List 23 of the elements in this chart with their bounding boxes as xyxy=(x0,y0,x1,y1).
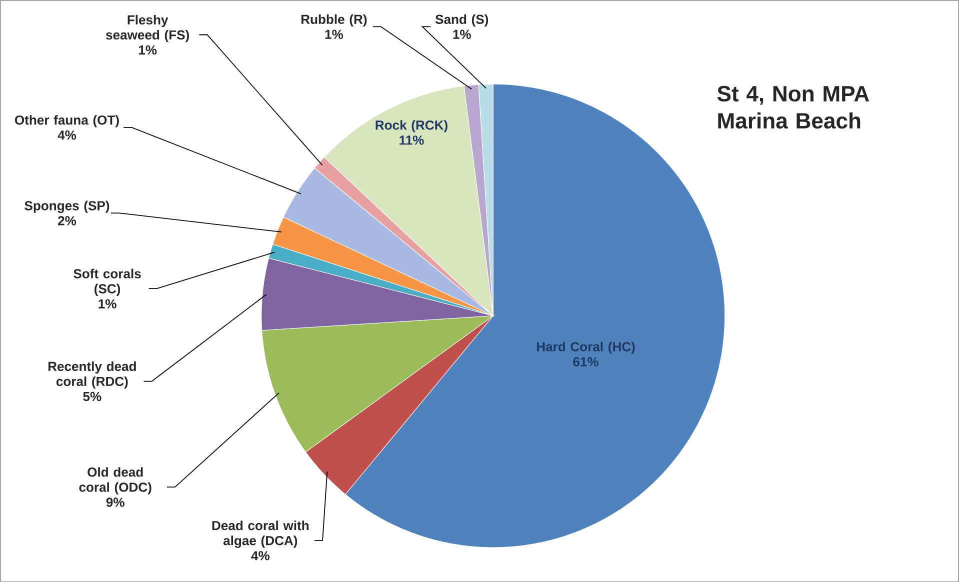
data-label: 11% xyxy=(400,135,424,145)
slice-label: Rubble (R) xyxy=(301,14,367,26)
data-label: 1% xyxy=(325,30,344,39)
slice-label: Fleshy seaweed (FS) xyxy=(106,14,189,42)
data-label: 1% xyxy=(453,30,471,39)
slice-label: Recently dead coral (RDC) xyxy=(48,361,136,389)
slice-label: Hard Coral (HC) xyxy=(536,342,635,354)
slice-label: Old dead coral (ODC) xyxy=(79,467,152,494)
data-label: 2% xyxy=(58,216,76,226)
data-label: 1% xyxy=(98,299,116,308)
data-label: 61% xyxy=(573,357,598,366)
slice-label: Sand (S) xyxy=(435,14,488,26)
data-label: 4% xyxy=(58,130,76,140)
slice-label: Rock (RCK) xyxy=(376,120,448,132)
data-label: 9% xyxy=(106,498,124,507)
slice-label: Soft corals (SC) xyxy=(74,268,141,296)
slice-label: Other fauna (OT) xyxy=(14,115,119,128)
data-label: 5% xyxy=(83,392,102,402)
data-label: 4% xyxy=(251,550,270,560)
data-label: 1% xyxy=(138,45,157,54)
slice-label: Sponges (SP) xyxy=(24,200,110,213)
slice-label: Dead coral with algae (DCA) xyxy=(212,520,309,548)
text: St 4, Non MPA Marina Beach xyxy=(717,86,870,129)
